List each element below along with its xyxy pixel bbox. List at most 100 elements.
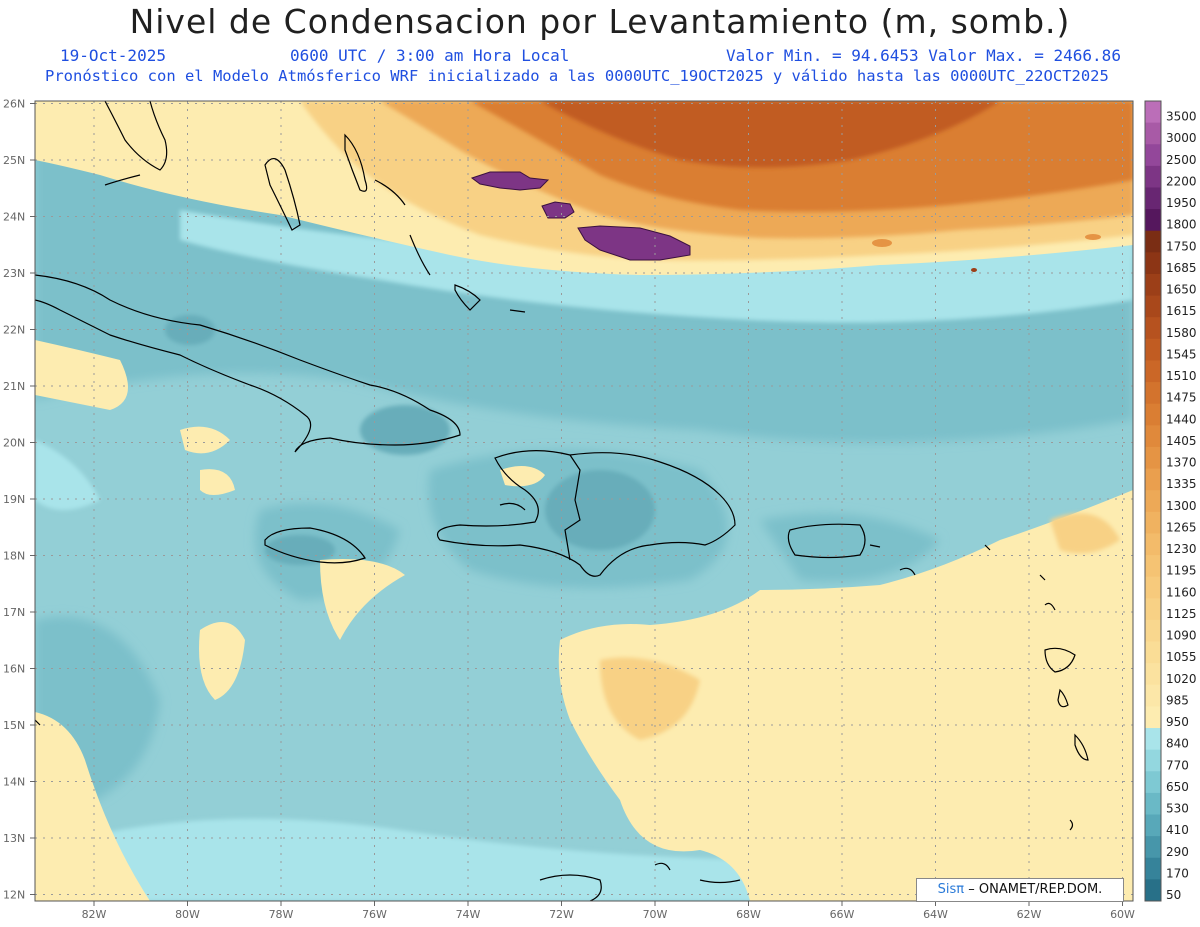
colorbar-label: 1685 [1166, 261, 1197, 275]
lat-label: 16N [3, 663, 25, 676]
lat-label: 25N [3, 154, 25, 167]
forecast-note: Pronóstico con el Modelo Atmósferico WRF… [45, 67, 1109, 85]
lcl-shading [35, 101, 1133, 901]
colorbar-swatch [1145, 403, 1161, 426]
colorbar-label: 1335 [1166, 477, 1197, 491]
colorbar-label: 1055 [1166, 650, 1197, 664]
map-title: Nivel de Condensacion por Levantamiento … [129, 2, 1071, 41]
lat-label: 23N [3, 267, 25, 280]
colorbar-swatch [1145, 252, 1161, 275]
lon-label: 76W [362, 908, 387, 921]
coastlines [35, 101, 1089, 901]
lat-label: 18N [3, 550, 25, 563]
lon-label: 62W [1017, 908, 1042, 921]
lon-label: 78W [269, 908, 294, 921]
lat-label: 21N [3, 380, 25, 393]
plot-frame [34, 100, 1134, 902]
lon-label: 82W [82, 908, 107, 921]
colorbar-label: 985 [1166, 693, 1189, 707]
colorbar-swatch [1145, 814, 1161, 837]
lon-label: 66W [830, 908, 855, 921]
colorbar-swatch [1145, 273, 1161, 297]
lat-label: 15N [3, 719, 25, 732]
colorbar-label: 1300 [1166, 499, 1197, 513]
colorbar-swatch [1145, 230, 1161, 253]
colorbar-swatch [1145, 209, 1161, 232]
lon-label: 74W [456, 908, 481, 921]
colorbar-label: 3000 [1166, 131, 1197, 145]
colorbar-label: 2200 [1166, 174, 1197, 188]
colorbar-swatch [1145, 446, 1161, 470]
latitude-labels: 26N 25N 24N 23N 22N 21N 20N 19N 18N 17N 16N 15N 14N 1… [3, 98, 35, 902]
lat-label: 26N [3, 98, 25, 111]
colorbar-label: 1440 [1166, 412, 1197, 426]
colorbar-swatch [1145, 490, 1161, 513]
colorbar-frame [1144, 100, 1162, 902]
colorbar-swatch [1145, 122, 1161, 145]
colorbar-label: 650 [1166, 780, 1189, 794]
lat-label: 13N [3, 832, 25, 845]
colorbar-swatch [1145, 576, 1161, 599]
colorbar-label: 1405 [1166, 434, 1197, 448]
colorbar: 3500 3000 2500 2200 1950 1800 1750 1685 1650 1615… [1144, 100, 1197, 902]
colorbar-swatch [1145, 382, 1161, 405]
lat-label: 20N [3, 437, 25, 450]
credit-box: Sisπ – ONAMET/REP.DOM. [916, 878, 1124, 902]
lon-label: 68W [736, 908, 761, 921]
lon-label: 70W [643, 908, 668, 921]
colorbar-swatch [1145, 684, 1161, 707]
colorbar-label: 1950 [1166, 196, 1197, 210]
colorbar-swatch [1145, 836, 1161, 859]
lon-label: 72W [549, 908, 574, 921]
colorbar-label: 1545 [1166, 347, 1197, 361]
sispi-logo: Sisπ [937, 882, 965, 897]
colorbar-label: 1750 [1166, 239, 1197, 253]
colorbar-label: 290 [1166, 845, 1189, 859]
colorbar-label: 840 [1166, 737, 1189, 751]
colorbar-swatch [1145, 857, 1161, 880]
colorbar-label: 1020 [1166, 672, 1197, 686]
colorbar-swatch [1145, 728, 1161, 751]
colorbar-label: 1475 [1166, 391, 1197, 405]
colorbar-swatch [1145, 555, 1161, 578]
colorbar-swatch [1145, 317, 1161, 340]
colorbar-swatch [1145, 360, 1161, 383]
colorbar-label: 1370 [1166, 456, 1197, 470]
colorbar-swatch [1145, 641, 1161, 664]
colorbar-swatch [1145, 425, 1161, 448]
lat-label: 22N [3, 324, 25, 337]
lat-label: 24N [3, 211, 25, 224]
colorbar-swatch [1145, 187, 1161, 210]
lat-lon-grid [35, 101, 1133, 901]
lat-label: 17N [3, 606, 25, 619]
colorbar-label: 2500 [1166, 153, 1197, 167]
lon-label: 64W [923, 908, 948, 921]
colorbar-swatch [1145, 295, 1161, 318]
colorbar-label: 50 [1166, 888, 1181, 902]
colorbar-label: 410 [1166, 823, 1189, 837]
colorbar-label: 170 [1166, 866, 1189, 880]
min-max-stats: Valor Min. = 94.6453 Valor Max. = 2466.8… [726, 46, 1121, 65]
colorbar-label: 3500 [1166, 110, 1197, 124]
colorbar-label: 1125 [1166, 607, 1197, 621]
colorbar-label: 770 [1166, 758, 1189, 772]
colorbar-label: 1800 [1166, 218, 1197, 232]
credit-text: – ONAMET/REP.DOM. [968, 882, 1103, 897]
colorbar-label: 1090 [1166, 629, 1197, 643]
colorbar-swatch [1145, 792, 1161, 816]
colorbar-swatch [1145, 101, 1161, 124]
colorbar-swatch [1145, 706, 1161, 729]
time-label: 0600 UTC / 3:00 am Hora Local [290, 46, 570, 65]
lat-label: 12N [3, 889, 25, 902]
lon-label: 80W [175, 908, 200, 921]
date-label: 19-Oct-2025 [60, 46, 166, 65]
colorbar-label: 530 [1166, 802, 1189, 816]
colorbar-label: 1615 [1166, 304, 1197, 318]
colorbar-swatch [1145, 663, 1161, 686]
colorbar-label: 1195 [1166, 564, 1197, 578]
lat-label: 19N [3, 493, 25, 506]
colorbar-swatch [1145, 165, 1161, 188]
colorbar-swatch [1145, 598, 1161, 621]
colorbar-label: 1160 [1166, 585, 1197, 599]
